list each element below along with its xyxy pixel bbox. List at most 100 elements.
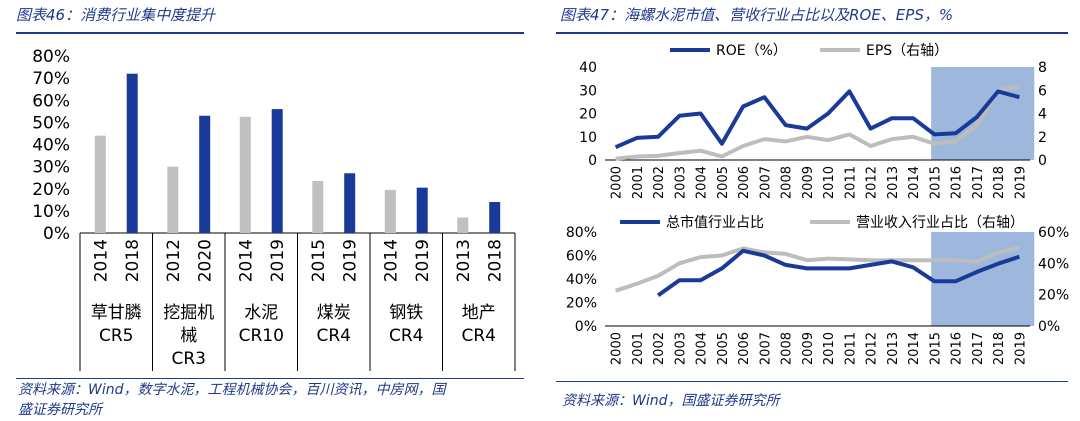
y-right-tick-label: 60%: [1038, 225, 1069, 241]
x-tick-label: 2017: [971, 332, 986, 365]
y-left-tick-label: 60%: [566, 249, 597, 265]
x-tick-label: 2013: [886, 332, 901, 365]
right-title-rule: [556, 32, 1068, 34]
y-tick-label: 10%: [32, 202, 70, 222]
x-tick-label: 2018: [992, 166, 1007, 199]
bar: [489, 202, 501, 233]
y-left-tick-label: 0%: [575, 319, 597, 335]
x-tick-label: 2000: [610, 166, 625, 199]
group-label: 地产: [462, 303, 496, 323]
x-tick-label: 2005: [716, 332, 731, 365]
x-tick-label: 2007: [758, 332, 773, 365]
y-left-tick-label: 10: [579, 130, 597, 146]
legend-label: EPS（右轴）: [866, 43, 948, 59]
x-tick-label: 2001: [631, 332, 646, 365]
x-tick-label: 2005: [716, 166, 731, 199]
bar: [167, 166, 179, 233]
group-label: 钢铁: [389, 303, 423, 323]
x-tick-label: 2006: [737, 166, 752, 199]
left-source-line2: 盛证券研究所: [18, 402, 102, 418]
x-tick-label: 2003: [673, 166, 688, 199]
right-source-rule: [556, 381, 1068, 382]
group-label: 水泥: [244, 303, 278, 323]
y-tick-label: 70%: [32, 69, 70, 89]
x-tick-label: 2020: [196, 239, 216, 282]
x-tick-label: 2008: [780, 166, 795, 199]
y-tick-label: 60%: [32, 91, 70, 111]
group-label: 草甘膦: [91, 303, 142, 323]
y-tick-label: 20%: [32, 180, 70, 200]
left-source-rule: [16, 378, 524, 379]
y-right-tick-label: 6: [1038, 83, 1047, 99]
y-tick-label: 50%: [32, 113, 70, 133]
group-label: CR4: [317, 326, 352, 346]
y-left-tick-label: 0: [588, 153, 597, 169]
x-tick-label: 2014: [907, 166, 922, 199]
x-tick-label: 2012: [164, 239, 184, 282]
y-left-tick-label: 20%: [566, 296, 597, 312]
y-left-tick-label: 40%: [566, 272, 597, 288]
x-tick-label: 2008: [780, 332, 795, 365]
right-chart-title: 图表47：海螺水泥市值、营收行业占比以及ROE、EPS，%: [560, 6, 954, 24]
x-tick-label: 2015: [309, 239, 329, 282]
group-label: 械: [180, 326, 197, 346]
legend-label: ROE（%）: [716, 43, 787, 59]
x-tick-label: 2018: [992, 332, 1007, 365]
y-tick-label: 40%: [32, 136, 70, 156]
bar: [94, 135, 106, 233]
series-line: [614, 245, 1020, 293]
y-left-tick-label: 80%: [566, 225, 597, 241]
x-tick-label: 2018: [123, 239, 143, 282]
x-tick-label: 2001: [631, 166, 646, 199]
x-tick-label: 2015: [928, 166, 943, 199]
group-label: 挖掘机: [163, 303, 214, 323]
left-chart-title: 图表46：消费行业集中度提升: [16, 6, 216, 24]
x-tick-label: 2013: [886, 166, 901, 199]
bar: [239, 116, 251, 233]
x-tick-label: 2006: [737, 332, 752, 365]
x-tick-label: 2014: [381, 239, 401, 282]
x-tick-label: 2019: [268, 239, 288, 282]
x-tick-label: 2002: [652, 166, 667, 199]
x-tick-label: 2013: [454, 239, 474, 282]
group-label: CR5: [99, 326, 134, 346]
x-tick-label: 2017: [971, 166, 986, 199]
group-label: CR3: [172, 349, 207, 369]
x-tick-label: 2009: [801, 166, 816, 199]
bar: [199, 115, 211, 233]
x-tick-label: 2018: [486, 239, 506, 282]
series-line: [656, 248, 1021, 298]
bar: [271, 109, 283, 233]
x-tick-label: 2014: [236, 239, 256, 282]
x-tick-label: 2003: [673, 332, 688, 365]
y-tick-label: 30%: [32, 158, 70, 178]
x-tick-label: 2016: [950, 166, 965, 199]
x-tick-label: 2010: [822, 332, 837, 365]
group-label: CR4: [389, 326, 424, 346]
x-tick-label: 2004: [695, 166, 710, 199]
y-tick-label: 80%: [32, 47, 70, 67]
group-label: CR10: [239, 326, 284, 346]
x-tick-label: 2019: [1013, 166, 1028, 199]
y-left-tick-label: 30: [579, 83, 597, 99]
line-charts: 0 10 20 30 40 0 2 4 6 8 2000 2001 2002 2003 2004 2005 20…: [566, 43, 1069, 365]
y-right-tick-label: 40%: [1038, 256, 1069, 272]
legend-label: 营业收入行业占比（右轴）: [856, 215, 1024, 231]
x-tick-label: 2009: [801, 332, 816, 365]
x-tick-label: 2011: [843, 332, 858, 365]
y-right-tick-label: 2: [1038, 130, 1047, 146]
y-right-tick-label: 0%: [1038, 319, 1060, 335]
y-left-tick-label: 40: [579, 60, 597, 76]
x-tick-label: 2016: [950, 332, 965, 365]
bar: [457, 217, 469, 233]
left-source: 资料来源：Wind，数字水泥，工程机械协会，百川资讯，中房网，国 盛证券研究所: [18, 380, 524, 420]
y-right-tick-label: 20%: [1038, 288, 1069, 304]
x-tick-label: 2000: [610, 332, 625, 365]
x-tick-label: 2007: [758, 166, 773, 199]
y-right-tick-label: 4: [1038, 107, 1047, 123]
x-tick-label: 2014: [91, 239, 111, 282]
x-tick-label: 2012: [865, 166, 880, 199]
group-label: 煤炭: [317, 303, 351, 323]
group-label: CR4: [462, 326, 497, 346]
bar: [384, 189, 396, 233]
